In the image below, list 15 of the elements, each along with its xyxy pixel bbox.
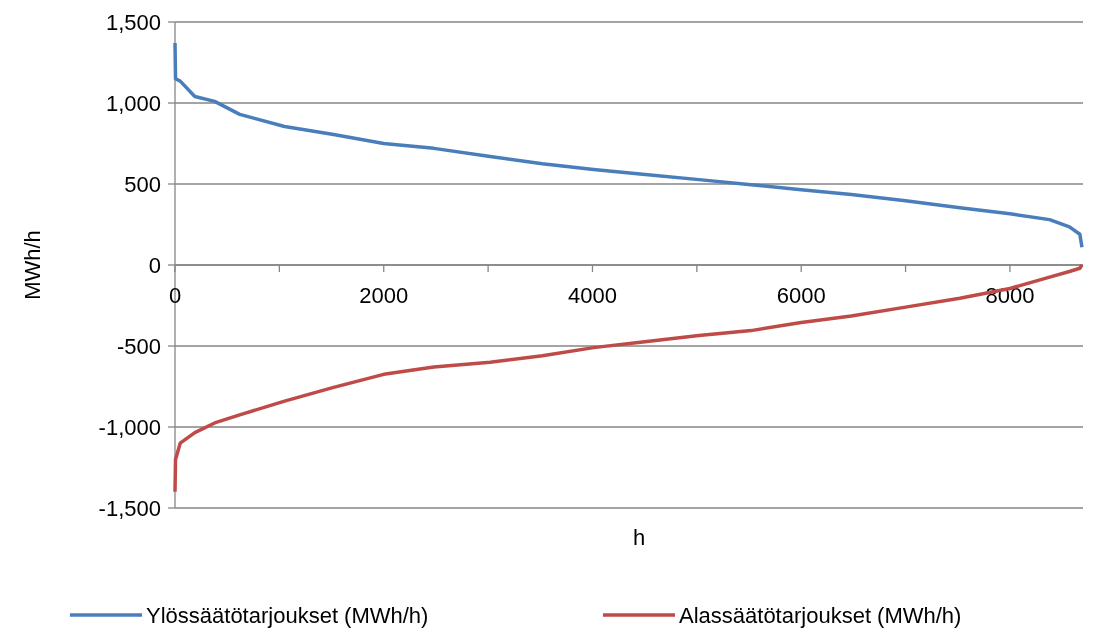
y-tick-label: -1,500 <box>98 495 161 521</box>
y-tick-label: 0 <box>148 252 161 278</box>
x-tick-label: 4000 <box>567 283 617 308</box>
y-tick-label: 1,000 <box>105 90 161 116</box>
legend-label: Ylössäätötarjoukset (MWh/h) <box>146 602 429 628</box>
y-tick-label: -500 <box>116 333 161 359</box>
x-tick-label: 2000 <box>359 283 409 308</box>
x-tick-label: 0 <box>168 283 182 308</box>
y-tick-label: -1,000 <box>98 414 161 440</box>
y-tick-label: 500 <box>124 171 161 197</box>
legend-label: Alassäätötarjoukset (MWh/h) <box>679 602 962 628</box>
x-tick-label: 6000 <box>776 283 826 308</box>
y-tick-label: 1,500 <box>105 9 161 35</box>
x-axis-title: h <box>632 525 646 550</box>
y-axis-title: MWh/h <box>20 230 45 300</box>
